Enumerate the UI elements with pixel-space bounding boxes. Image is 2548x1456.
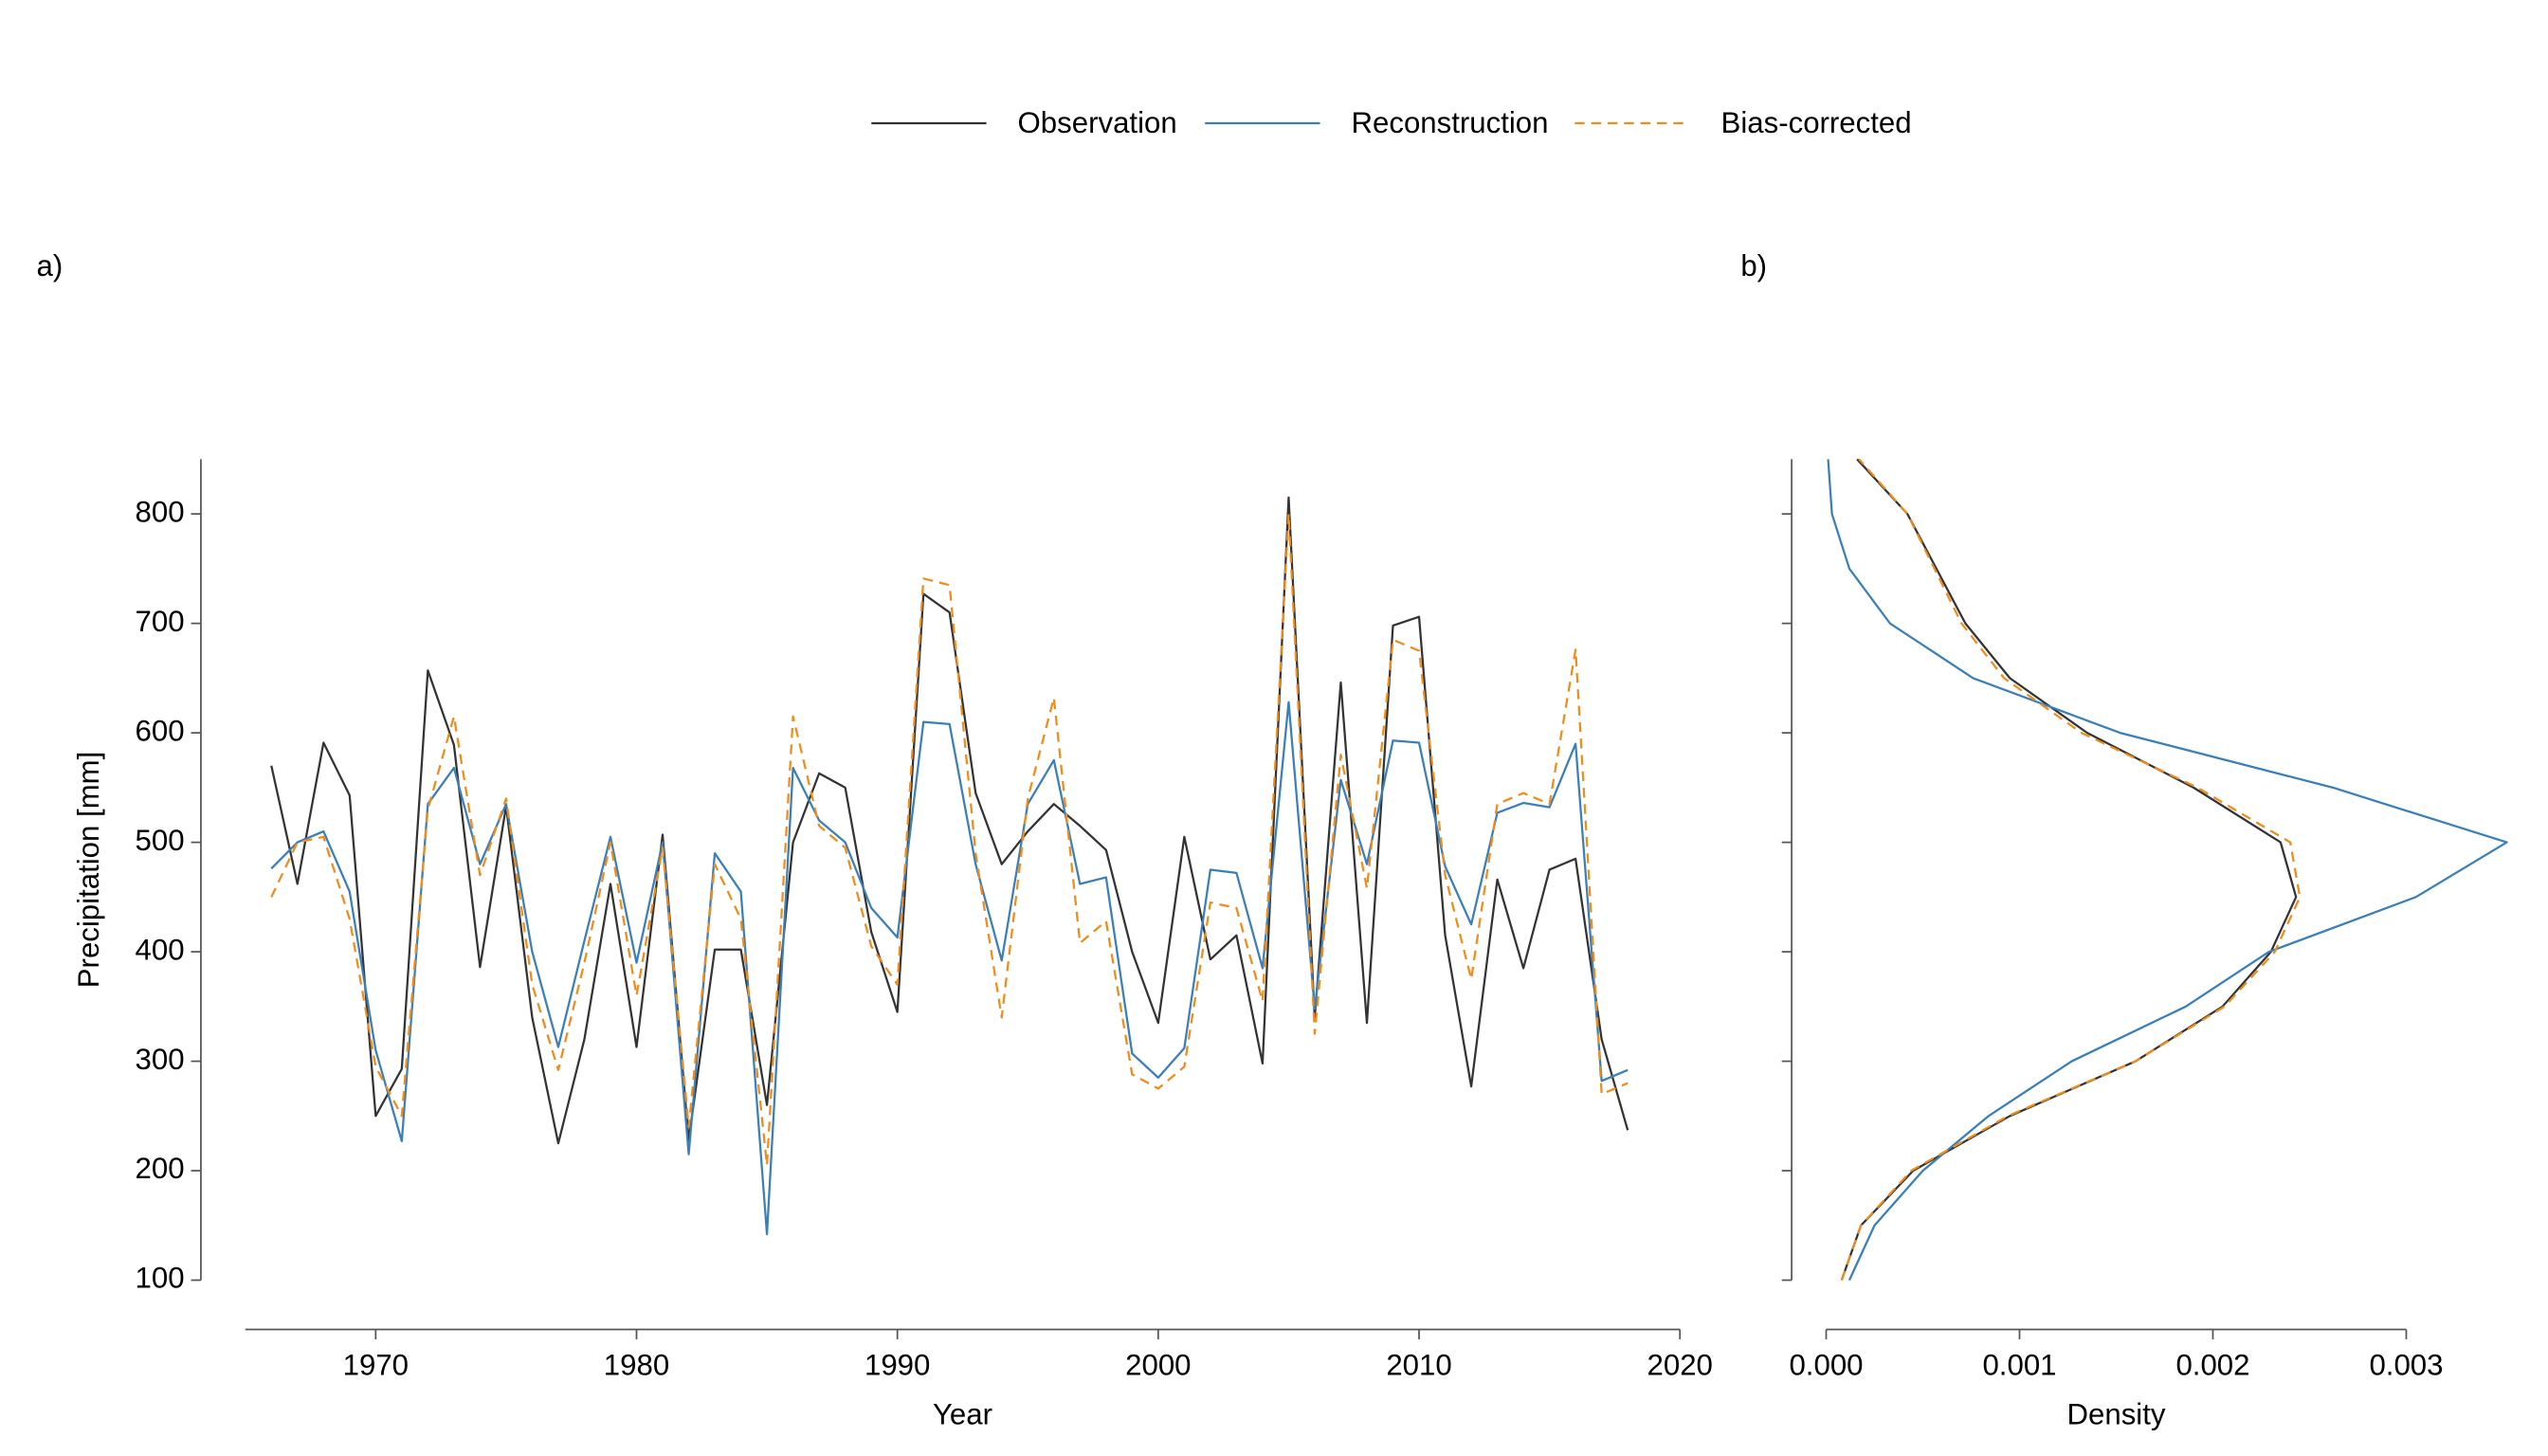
density-line — [1840, 458, 2302, 1281]
x-tick-label: 1970 — [343, 1349, 409, 1382]
density-line — [1827, 459, 2508, 1281]
x-tick-label: 0.000 — [1789, 1349, 1863, 1382]
legend-label: Reconstruction — [1351, 106, 1548, 139]
y-tick-label: 400 — [136, 933, 185, 966]
legend-label: Bias-corrected — [1721, 106, 1912, 139]
panel-label: a) — [37, 249, 64, 282]
y-axis-title: Precipitation [mm] — [72, 752, 105, 989]
series-line — [270, 496, 1629, 1145]
x-axis-title: Density — [2066, 1398, 2165, 1431]
x-tick-label: 1980 — [604, 1349, 669, 1382]
y-tick-label: 700 — [136, 605, 185, 638]
legend-label: Observation — [1018, 106, 1177, 139]
x-tick-label: 0.003 — [2369, 1349, 2443, 1382]
x-tick-label: 2000 — [1125, 1349, 1191, 1382]
y-tick-label: 800 — [136, 495, 185, 528]
x-axis-title: Year — [933, 1398, 992, 1431]
x-tick-label: 2020 — [1647, 1349, 1713, 1382]
series-line — [270, 701, 1629, 1236]
panel-label: b) — [1740, 249, 1767, 282]
y-tick-label: 200 — [136, 1152, 185, 1185]
density-line — [1840, 458, 2298, 1281]
x-tick-label: 2010 — [1386, 1349, 1451, 1382]
x-tick-label: 1990 — [864, 1349, 930, 1382]
series-line — [270, 513, 1629, 1167]
x-tick-label: 0.002 — [2175, 1349, 2249, 1382]
x-tick-label: 0.001 — [1982, 1349, 2056, 1382]
y-tick-label: 300 — [136, 1043, 185, 1076]
y-tick-label: 100 — [136, 1262, 185, 1295]
y-tick-label: 500 — [136, 824, 185, 857]
y-tick-label: 600 — [136, 714, 185, 747]
